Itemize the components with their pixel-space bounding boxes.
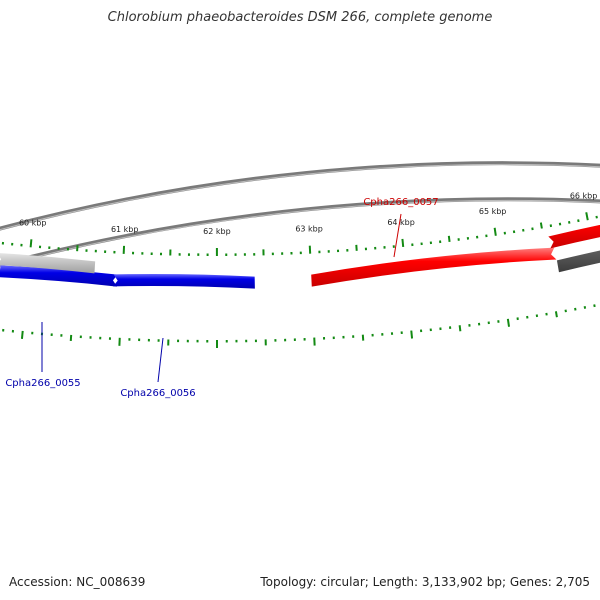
scale-label: 62 kbp — [203, 227, 231, 236]
topology-text: Topology: circular; Length: 3,133,902 bp… — [260, 575, 590, 589]
backbone-inner-hl — [0, 163, 600, 231]
label-layer: Cpha266_0055 Cpha266_0056 Cpha266_0057 — [5, 197, 438, 399]
scale-label: 66 kbp — [570, 192, 598, 201]
tick-layer: 60 kbp 61 kbp 62 kbp 63 kbp 64 kbp 65 kbp 66 k… — [1, 192, 598, 349]
scale-label: 61 kbp — [111, 225, 139, 234]
scale-label: 65 kbp — [479, 207, 507, 216]
backbone-inner — [0, 161, 600, 231]
backbone-layer — [0, 161, 600, 267]
label-leader-line — [393, 213, 402, 258]
tick-mark-outer — [506, 318, 510, 327]
tick-mark-inner — [539, 222, 543, 229]
gene-arrow-Cpha266_0057 — [311, 247, 557, 287]
gene-arrow-Cpha266_0055 — [0, 265, 118, 287]
genome-title: Chlorobium phaeobacteroides DSM 266, com… — [107, 10, 493, 25]
tick-mark-outer — [458, 325, 462, 332]
tick-mark-outer — [410, 330, 414, 339]
accession-text: Accession: NC_008639 — [9, 575, 146, 589]
tick-mark-outer — [554, 311, 558, 318]
tick-mark-outer — [20, 330, 24, 339]
gene-label: Cpha266_0057 — [363, 197, 438, 208]
tick-mark-inner — [493, 227, 497, 236]
gene-label: Cpha266_0055 — [5, 378, 80, 389]
backbone-outer-hl — [0, 199, 600, 267]
gene-arrow-red_rev_right — [548, 224, 600, 249]
scale-label: 63 kbp — [295, 225, 323, 234]
label-leader-line — [157, 337, 164, 383]
gene-layer — [0, 224, 600, 289]
tick-mark-inner — [585, 212, 589, 221]
scale-label: 64 kbp — [387, 218, 415, 227]
tick-mark-inner — [447, 235, 451, 243]
gene-arrow-Cpha266_0056 — [113, 274, 255, 289]
tick-mark-inner — [29, 239, 33, 248]
backbone-outer — [0, 197, 600, 267]
tick-mark-inner — [401, 238, 405, 248]
scale-label: 60 kbp — [19, 218, 47, 227]
gene-label: Cpha266_0056 — [120, 388, 195, 399]
gene-arrow-gray_rev_left — [0, 253, 96, 274]
gene-arrow-gray_fwd_right — [556, 250, 600, 273]
